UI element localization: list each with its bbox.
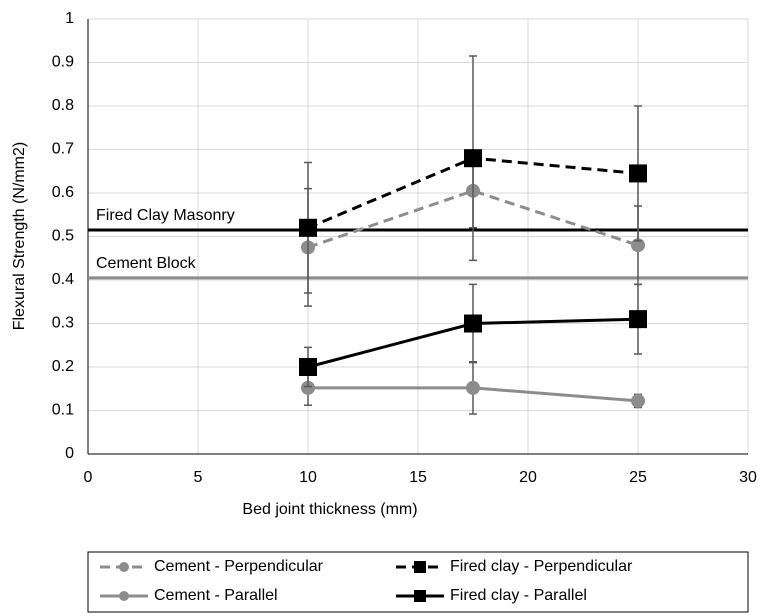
x-tick-label: 25 — [629, 469, 647, 486]
y-tick-label: 0.7 — [52, 141, 74, 158]
marker — [299, 358, 317, 376]
marker — [631, 393, 645, 408]
x-tick-label: 10 — [299, 469, 317, 486]
y-axis-label: Flexural Strength (N/mm2) — [11, 142, 28, 331]
y-tick-label: 0.9 — [52, 54, 74, 71]
marker — [464, 314, 482, 333]
legend-marker — [414, 561, 426, 573]
legend-marker — [119, 591, 129, 601]
marker — [629, 164, 647, 183]
legend-label: Fired clay - Perpendicular — [450, 558, 633, 575]
x-tick-label: 20 — [519, 469, 537, 486]
marker — [464, 149, 482, 168]
marker — [631, 238, 645, 253]
y-tick-label: 0.3 — [52, 315, 74, 332]
series-line — [307, 189, 639, 249]
x-tick-label: 0 — [84, 469, 93, 486]
y-tick-label: 0.2 — [52, 358, 74, 375]
legend-box — [87, 551, 749, 613]
marker — [629, 310, 647, 329]
marker — [301, 380, 315, 395]
x-tick-label: 5 — [194, 469, 203, 486]
x-axis-label: Bed joint thickness (mm) — [242, 501, 417, 518]
y-tick-label: 1 — [65, 10, 74, 27]
reference-label: Fired Clay Masonry — [96, 207, 235, 224]
marker — [466, 380, 480, 395]
y-tick-label: 0 — [65, 445, 74, 462]
y-tick-label: 0.4 — [52, 271, 74, 288]
y-tick-label: 0.5 — [52, 228, 74, 245]
y-tick-label: 0.6 — [52, 184, 74, 201]
y-tick-label: 0.1 — [52, 402, 74, 419]
y-tick-label: 0.8 — [52, 97, 74, 114]
legend-marker — [119, 562, 129, 572]
reference-label: Cement Block — [96, 255, 197, 272]
legend-label: Fired clay - Parallel — [450, 587, 587, 604]
x-tick-label: 30 — [739, 469, 757, 486]
marker — [299, 218, 317, 237]
x-tick-label: 15 — [409, 469, 427, 486]
legend-label: Cement - Parallel — [154, 587, 278, 604]
legend-label: Cement - Perpendicular — [154, 558, 324, 575]
legend-marker — [414, 590, 426, 602]
